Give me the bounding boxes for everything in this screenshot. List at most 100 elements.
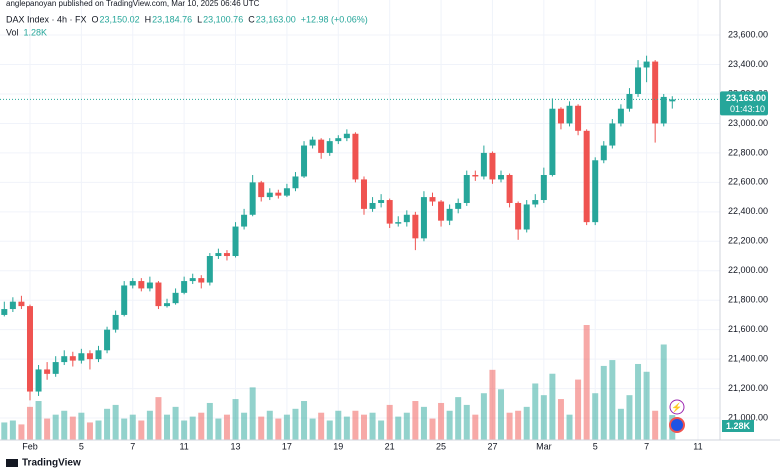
volume-bar xyxy=(617,408,624,440)
volume-bar xyxy=(104,408,111,440)
candle-body xyxy=(1,309,8,315)
candle-body xyxy=(403,214,410,223)
candle-body xyxy=(232,226,239,257)
y-tick-label: 22,800.00 xyxy=(728,147,768,157)
volume-bar xyxy=(438,402,445,440)
volume-bar xyxy=(241,412,248,440)
candle-body xyxy=(112,314,119,330)
candle-body xyxy=(138,281,145,289)
candle-body xyxy=(540,174,547,201)
candle-body xyxy=(566,105,573,124)
candle-body xyxy=(318,139,325,153)
event-icon[interactable] xyxy=(669,399,685,415)
volume-bar xyxy=(206,402,213,440)
volume-bar xyxy=(78,412,85,440)
candle-body xyxy=(18,301,25,307)
candle-body xyxy=(635,67,642,94)
volume-bar xyxy=(1,422,8,440)
volume-bar xyxy=(506,412,513,440)
header: DAX Index · 4h · FX O 23,150.02 H 23,184.76 L… xyxy=(6,14,368,37)
volume-bar xyxy=(35,401,42,440)
x-tick-label: 11 xyxy=(693,441,702,451)
candle-body xyxy=(146,282,153,289)
candle-body xyxy=(266,192,273,198)
candle-body xyxy=(189,278,196,282)
candle-body xyxy=(617,108,624,124)
volume-bar xyxy=(386,404,393,440)
volume-bar xyxy=(283,414,290,440)
y-tick-label: 21,000.00 xyxy=(728,412,768,422)
candle-body xyxy=(78,353,85,361)
candle-body xyxy=(335,138,342,142)
volume-bar xyxy=(369,412,376,440)
candle-body xyxy=(95,350,102,360)
x-tick-label: 27 xyxy=(487,441,497,451)
volume-bar xyxy=(549,373,556,440)
candle-body xyxy=(206,256,213,283)
candle-body xyxy=(446,208,453,221)
candle-body xyxy=(283,188,290,196)
x-tick-label: Mar xyxy=(536,441,552,451)
volume-bar xyxy=(498,389,505,440)
dividend-icon[interactable] xyxy=(669,417,685,433)
x-tick-label: 19 xyxy=(333,441,343,451)
candle-body xyxy=(301,145,308,177)
volume-bar xyxy=(566,414,573,440)
volume-bar xyxy=(146,410,153,440)
volume-bar xyxy=(189,416,196,440)
header-change: +12.98 (+0.06%) xyxy=(301,14,368,24)
volume-bar xyxy=(318,412,325,440)
volume-bar xyxy=(44,418,51,440)
y-tick-label: 21,600.00 xyxy=(728,324,768,334)
header-c: 23,163.00 xyxy=(256,14,296,24)
candle-body xyxy=(104,329,111,351)
candle-body xyxy=(121,285,128,315)
y-tick-label: 22,200.00 xyxy=(728,236,768,246)
y-tick-label: 22,400.00 xyxy=(728,206,768,216)
volume-bar xyxy=(480,393,487,440)
volume-bar xyxy=(266,410,273,440)
x-tick-label: 13 xyxy=(231,441,241,451)
volume-bar xyxy=(258,416,265,440)
volume-bar xyxy=(472,414,479,440)
volume-bar xyxy=(652,410,659,440)
volume-bar xyxy=(643,371,650,440)
y-tick-label: 21,400.00 xyxy=(728,354,768,364)
volume-bar xyxy=(532,383,539,440)
header-l: 23,100.76 xyxy=(203,14,243,24)
candle-body xyxy=(223,253,230,257)
candle-body xyxy=(592,160,599,223)
header-l-label: L xyxy=(197,14,202,24)
volume-bar xyxy=(463,404,470,440)
volume-bar xyxy=(326,420,333,440)
y-tick-label: 22,600.00 xyxy=(728,177,768,187)
y-tick-label: 22,000.00 xyxy=(728,265,768,275)
candle-body xyxy=(249,182,256,215)
volume-bar xyxy=(26,406,33,440)
y-tick-label: 23,000.00 xyxy=(728,118,768,128)
volume-bar xyxy=(523,406,530,440)
volume-bar xyxy=(181,420,188,440)
candle-body xyxy=(172,292,179,304)
candle-body xyxy=(472,174,479,177)
candle-body xyxy=(575,105,582,131)
candle-body xyxy=(532,200,539,205)
volume-bar xyxy=(215,418,222,440)
candle-body xyxy=(652,61,659,124)
candle-body xyxy=(386,200,393,224)
x-tick-label: 11 xyxy=(179,441,188,451)
candle-body xyxy=(429,197,436,202)
candle-body xyxy=(215,253,222,257)
candle-body xyxy=(352,133,359,180)
x-tick-label: 5 xyxy=(593,441,598,451)
brand: TradingView xyxy=(22,458,81,469)
volume-bar xyxy=(223,414,230,440)
volume-bar xyxy=(301,401,308,440)
candle-body xyxy=(609,123,616,146)
candle-body xyxy=(86,353,93,360)
countdown-label: 01:43:10 xyxy=(730,104,765,114)
x-tick-label: 5 xyxy=(79,441,84,451)
y-tick-label: 23,400.00 xyxy=(728,59,768,69)
volume-bar xyxy=(61,410,68,440)
